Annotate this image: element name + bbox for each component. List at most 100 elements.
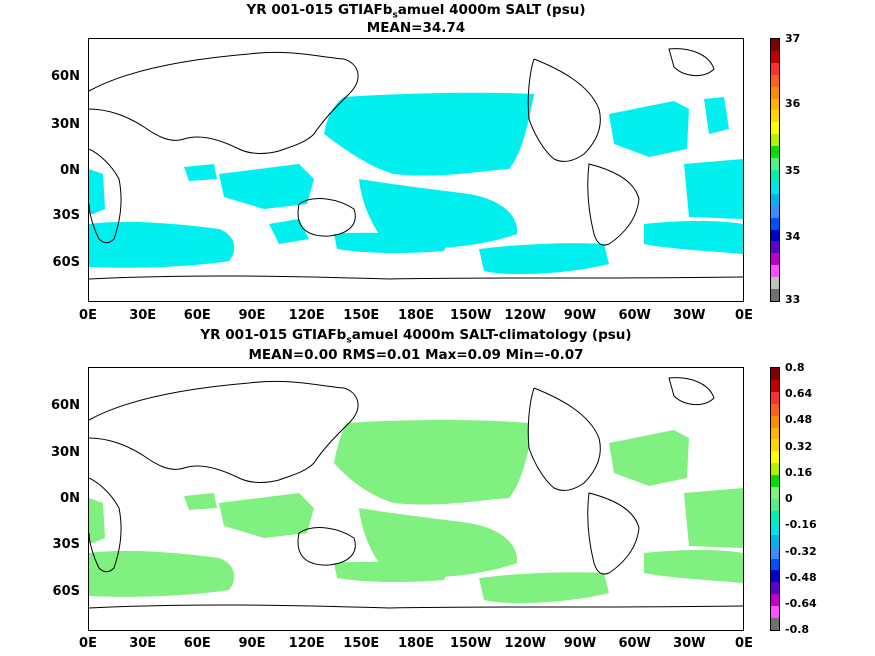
antarctica-coast [89,604,743,609]
colorbar-label: 0 [785,492,793,505]
colorbar-segment [771,510,779,523]
colorbar-segment [771,570,779,583]
lon-label: 0E [79,636,97,651]
colorbar-segment [771,110,779,123]
pacific-south-shade [359,179,518,250]
colorbar-segment [771,618,779,630]
lat-label-30s: 30S [52,208,80,223]
lon-label: 150W [449,636,492,651]
south-pacific-shade [334,561,449,583]
map1-colorbar [770,38,780,302]
indian-west-shade [184,493,217,510]
lat-label-0n: 0N [60,491,80,506]
colorbar-segment [771,534,779,547]
colorbar-segment [771,558,779,571]
map2-title: YR 001-015 GTIAFbsamuel 4000m SALT-clima… [200,327,632,346]
colorbar-segment [771,427,779,440]
colorbar-segment [771,463,779,476]
colorbar-segment [771,98,779,111]
colorbar-segment [771,594,779,607]
lat-label-60n: 60N [51,398,80,413]
lat-label-30n: 30N [51,445,80,460]
indian-central-shade [219,493,314,538]
lon-label: 90W [563,636,597,651]
antarctica-coast [89,275,743,280]
lon-label: 30W [673,636,706,651]
map2-plot-area [88,367,744,631]
lon-label: 180E [397,308,435,323]
colorbar-label: -0.8 [785,623,810,636]
colorbar-label: 0.64 [785,387,813,400]
colorbar-label: 0.32 [785,440,813,453]
lat-label-60s: 60S [52,584,80,599]
colorbar-segment [771,217,779,230]
atlantic-central-shade [684,159,743,219]
lon-label: 90W [563,308,597,323]
lon-label: 90E [238,308,266,323]
eurasia-coast [89,380,359,483]
africa-coast [89,148,122,244]
colorbar-segment [771,498,779,511]
africa-coast [89,477,122,573]
lon-label: 60E [183,308,211,323]
colorbar-segment [771,86,779,99]
lon-label: 150E [343,308,380,323]
colorbar-label: -0.16 [785,518,817,531]
colorbar-segment [771,229,779,242]
atlantic-east-shade [89,498,105,543]
indian-central-shade [219,164,314,209]
colorbar-segment [771,122,779,135]
colorbar-label: -0.32 [785,545,817,558]
colorbar-segment [771,606,779,619]
indian-west-shade [184,164,217,181]
lat-label-60n: 60N [51,69,80,84]
colorbar-segment [771,289,779,301]
lon-label: 150W [449,308,492,323]
pacific-north-shade [334,419,529,505]
north-america-coast [527,387,601,491]
lon-label: 120E [288,308,325,323]
colorbar-segment [771,546,779,559]
colorbar-segment [771,277,779,290]
lat-label-30s: 30S [52,537,80,552]
south-pacific-shade [334,232,449,254]
lat-label-0n: 0N [60,163,80,178]
lon-label: 120W [504,636,547,651]
colorbar-segment [771,193,779,206]
colorbar-segment [771,181,779,194]
lon-label: 150E [343,636,380,651]
map2-coastlines [89,377,743,609]
lon-label: 30E [129,308,157,323]
colorbar-segment [771,205,779,218]
southern-indian-shade [89,550,235,597]
lon-label: 60E [183,636,211,651]
north-atlantic-east-shade [704,97,729,134]
eurasia-coast [89,51,359,154]
colorbar-segment [771,134,779,147]
colorbar-label: 35 [785,164,801,177]
colorbar-segment [771,146,779,159]
colorbar-segment [771,403,779,416]
lat-label-60s: 60S [52,255,80,270]
colorbar-label: 33 [785,293,801,306]
colorbar-label: 0.16 [785,466,813,479]
lon-label: 120E [288,636,325,651]
lat-label-30n: 30N [51,117,80,132]
australia-coast [297,527,356,566]
south-america-coast [587,163,640,246]
north-atlantic-shade [609,430,689,486]
lon-label: 0E [735,636,753,651]
map1-title: YR 001-015 GTIAFbsamuel 4000m SALT (psu) [246,2,586,21]
colorbar-segment [771,379,779,392]
greenland-coast [668,377,715,405]
colorbar-segment [771,39,779,51]
colorbar-segment [771,241,779,254]
lon-label: 180E [397,636,435,651]
colorbar-segment [771,391,779,404]
colorbar-label: 36 [785,97,801,110]
colorbar-segment [771,50,779,63]
colorbar-segment [771,368,779,380]
colorbar-segment [771,451,779,464]
southern-indian-shade [89,221,235,268]
lon-label: 0E [79,308,97,323]
